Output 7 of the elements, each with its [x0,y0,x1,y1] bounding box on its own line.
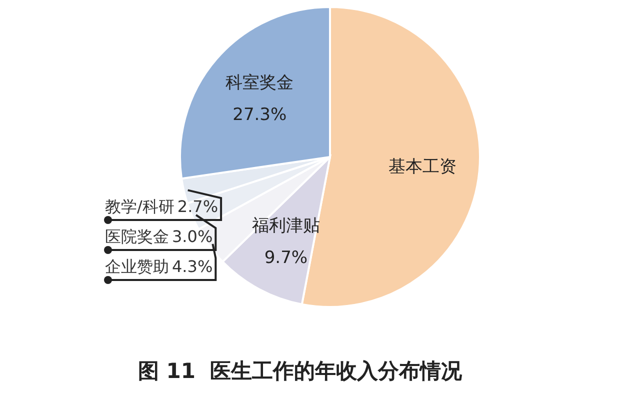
data-label: 4.3% [172,257,213,276]
slice-label: 企业赞助 [105,257,169,276]
data-label: 3.0% [172,227,213,246]
data-label: 2.7% [177,197,218,216]
slice-label: 教学/科研 [105,197,174,216]
text: 图 11 医生工作的年收入分布情况 [138,359,464,383]
slice-label: 医院奖金 [105,227,169,246]
